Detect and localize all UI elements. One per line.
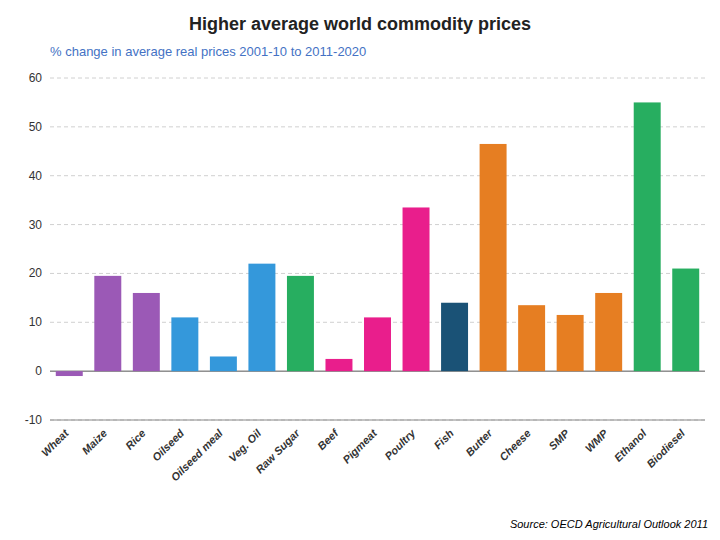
grid-line bbox=[50, 224, 705, 225]
x-tick-label: Cheese bbox=[497, 427, 533, 463]
bar bbox=[56, 371, 83, 376]
x-tick-label: SMP bbox=[546, 426, 572, 452]
bar bbox=[94, 276, 121, 371]
x-tick-label: WMP bbox=[583, 426, 611, 454]
bar bbox=[364, 317, 391, 371]
x-tick-label: Veg. Oil bbox=[226, 426, 264, 464]
grid bbox=[50, 78, 705, 420]
grid-line bbox=[50, 126, 705, 127]
bar bbox=[171, 317, 198, 371]
x-tick-label: Poultry bbox=[382, 426, 418, 462]
y-ticks: -10 0 10 20 30 40 50 60 bbox=[25, 71, 43, 427]
grid-line bbox=[50, 420, 705, 421]
bar bbox=[210, 356, 237, 371]
y-tick-label: 50 bbox=[29, 120, 43, 134]
grid-line bbox=[50, 273, 705, 274]
bars bbox=[56, 102, 699, 376]
x-tick-label: Rice bbox=[123, 427, 148, 452]
grid-line bbox=[50, 78, 705, 79]
y-tick-label: 0 bbox=[35, 364, 42, 378]
y-tick-label: -10 bbox=[25, 413, 43, 427]
x-tick-label: Oilseed meal bbox=[168, 426, 225, 483]
y-tick-label: 20 bbox=[29, 266, 43, 280]
x-tick-label: Wheat bbox=[39, 426, 72, 459]
annotation: Source: OECD Agricultural Outlook 2011 bbox=[510, 518, 708, 530]
x-ticks: Wheat Maize RiceOilseedOilseed mealVeg. Oi… bbox=[39, 426, 688, 483]
subtitle: % change in average real prices 2001-10 … bbox=[50, 44, 366, 59]
bar bbox=[518, 305, 545, 371]
bar bbox=[672, 269, 699, 372]
y-tick-label: 40 bbox=[29, 169, 43, 183]
bar bbox=[557, 315, 584, 371]
bar bbox=[287, 276, 314, 371]
x-tick-label: Oilseed bbox=[150, 427, 187, 464]
bar bbox=[480, 144, 507, 371]
x-axis-line bbox=[50, 420, 705, 421]
bar bbox=[325, 359, 352, 371]
chart: Higher average world commodity prices % c… bbox=[0, 0, 720, 540]
grid-line bbox=[50, 175, 705, 176]
x-tick-label: Ethanol bbox=[612, 426, 650, 464]
x-tick-label: Maize bbox=[80, 427, 110, 457]
bar bbox=[248, 264, 275, 371]
bar bbox=[403, 207, 430, 371]
y-tick-label: 30 bbox=[29, 218, 43, 232]
x-tick-label: Fish bbox=[431, 427, 456, 452]
x-tick-label: Biodiesel bbox=[644, 426, 688, 470]
y-tick-label: 10 bbox=[29, 315, 43, 329]
y-tick-label: 60 bbox=[29, 71, 43, 85]
bar bbox=[634, 102, 661, 371]
bar bbox=[133, 293, 160, 371]
bar bbox=[595, 293, 622, 371]
x-tick-label: Beef bbox=[315, 426, 341, 452]
x-tick-label: Raw Sugar bbox=[253, 426, 302, 475]
title: Higher average world commodity prices bbox=[189, 14, 531, 34]
bar bbox=[441, 303, 468, 371]
x-tick-label: Butter bbox=[463, 426, 495, 458]
x-tick-label: Pigmeat bbox=[340, 426, 380, 466]
